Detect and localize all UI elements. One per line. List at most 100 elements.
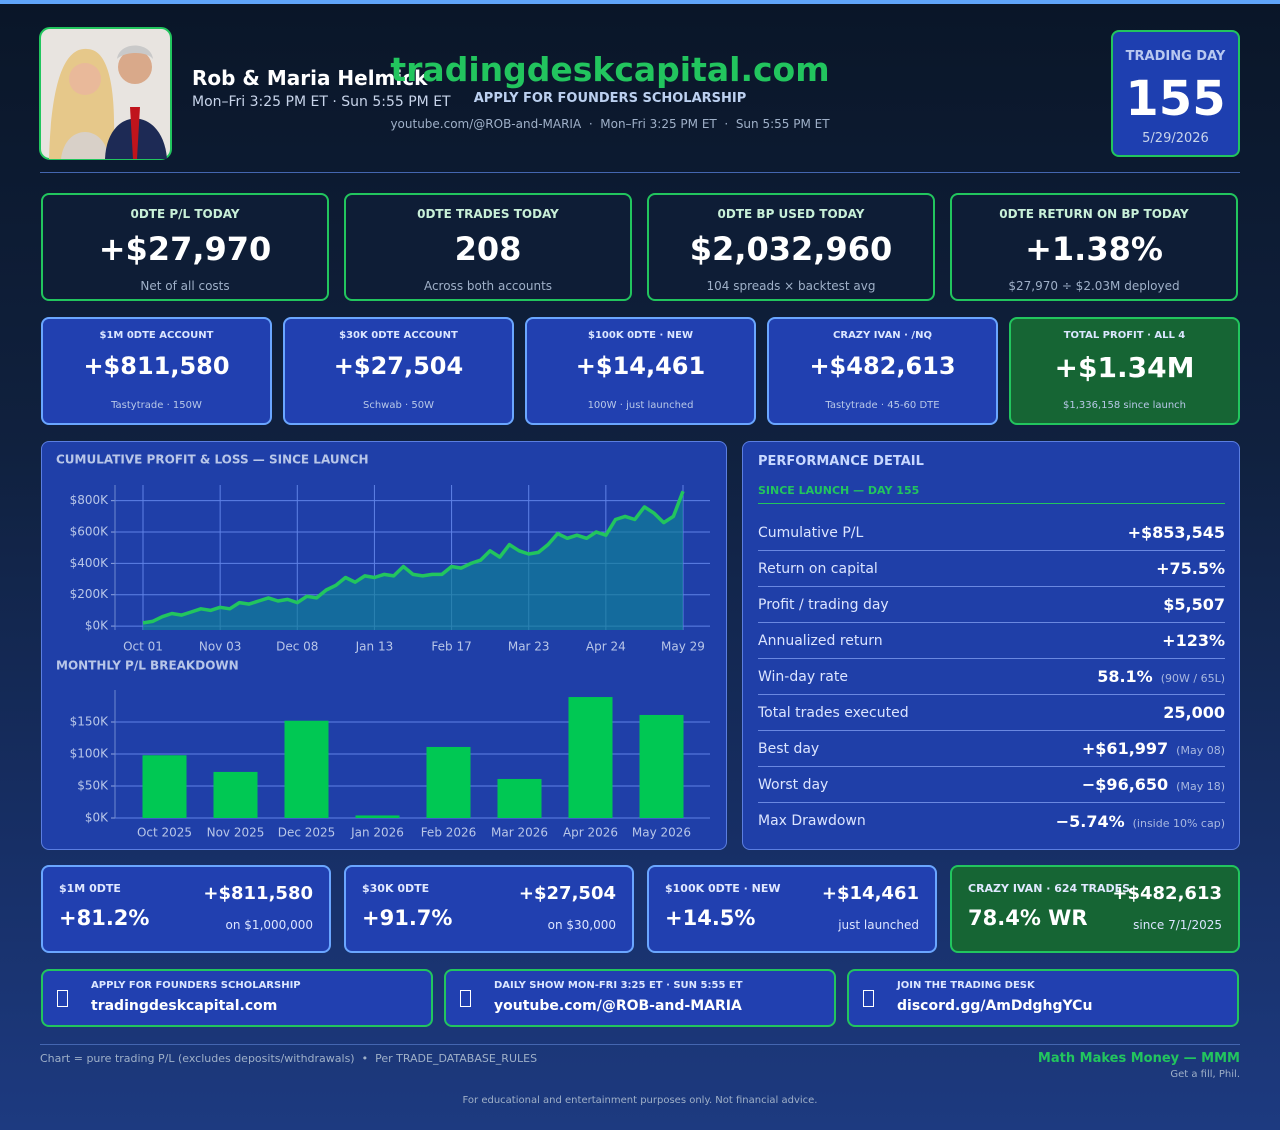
x-tick-label: Nov 03 (199, 640, 242, 654)
performance-row: Best day +$61,997 (May 08) (758, 731, 1225, 767)
account-label: $100K 0DTE · NEW (588, 330, 693, 341)
link-label: APPLY FOR FOUNDERS SCHOLARSHIP (91, 980, 301, 991)
summary-label: $1M 0DTE (59, 882, 121, 895)
kpi-value: +1.38% (1025, 230, 1163, 268)
area (143, 491, 683, 630)
kpi-note: 104 spreads × backtest avg (706, 279, 876, 293)
link-icon (863, 990, 874, 1007)
kpi-card: 0DTE P/L TODAY +$27,970 Net of all costs (41, 193, 329, 301)
site[interactable]: tradingdeskcapital.com (390, 50, 830, 89)
account-note: 100W · just launched (587, 400, 694, 411)
performance-subtitle: SINCE LAUNCH — DAY 155 (758, 484, 920, 497)
tagline: Get a fill, Phil. (1170, 1069, 1240, 1080)
brand: Math Makes Money — MMM (1037, 1051, 1240, 1066)
link-label: JOIN THE TRADING DESK (897, 980, 1035, 991)
row-right: +123% (1162, 631, 1225, 650)
row-label: Best day (758, 740, 820, 757)
top-bar (0, 0, 1280, 4)
account-card: CRAZY IVAN · /NQ +$482,613 Tastytrade · 45… (767, 317, 998, 425)
y-tick-label: $600K (70, 525, 110, 539)
kpi-card: 0DTE RETURN ON BP TODAY +1.38% $27,970 ÷ $… (950, 193, 1238, 301)
kpi-label: 0DTE P/L TODAY (130, 207, 240, 221)
summary-pct: +91.7% (362, 906, 453, 930)
x-tick-label: May 29 (661, 640, 705, 654)
x-tick-label: May 2026 (632, 826, 691, 840)
row-value: +75.5% (1156, 559, 1225, 578)
y-tick-label: $400K (70, 556, 110, 570)
performance-row: Profit / trading day $5,507 (758, 587, 1225, 623)
account-card: $100K 0DTE · NEW +$14,461 100W · just laun… (525, 317, 756, 425)
row-right: +$61,997 (May 08) (1082, 739, 1225, 758)
kpi-note: Net of all costs (140, 279, 230, 293)
kpi-card: 0DTE BP USED TODAY $2,032,960 104 spreads … (647, 193, 935, 301)
header-links: youtube.com/@ROB-and-MARIA · Mon–Fri 3:2… (390, 117, 830, 131)
link-card[interactable]: JOIN THE TRADING DESK discord.gg/AmDdghgY… (847, 969, 1239, 1027)
x-tick-label: Feb 2026 (421, 826, 477, 840)
y-tick-label: $150K (70, 715, 110, 729)
summary-note: since 7/1/2025 (1133, 918, 1222, 932)
footer-rule (40, 1044, 1240, 1045)
account-label: $30K 0DTE ACCOUNT (339, 330, 458, 341)
row-label: Worst day (758, 776, 829, 793)
summary-note: on $1,000,000 (225, 918, 313, 932)
y-tick-label: $0K (85, 811, 109, 825)
kpi-value: $2,032,960 (689, 230, 893, 268)
bar (142, 755, 187, 818)
kpi-card: 0DTE TRADES TODAY 208 Across both accounts (344, 193, 632, 301)
summary-pct: +14.5% (665, 906, 756, 930)
y-tick-label: $0K (85, 619, 109, 633)
summary-card: $1M 0DTE +$811,580 +81.2% on $1,000,000 (41, 865, 331, 953)
account-value: +$14,461 (575, 352, 706, 380)
trading-day-date: 5/29/2026 (1142, 131, 1209, 146)
cta: APPLY FOR FOUNDERS SCHOLARSHIP (473, 91, 747, 106)
row-note: (May 18) (1176, 780, 1225, 793)
summary-card: $100K 0DTE · NEW +$14,461 +14.5% just launc… (647, 865, 937, 953)
bar (355, 815, 400, 818)
y-tick-label: $50K (77, 779, 109, 793)
x-tick-label: Oct 01 (123, 640, 163, 654)
row-label: Win-day rate (758, 668, 848, 685)
x-tick-label: Jan 13 (355, 640, 394, 654)
account-card: TOTAL PROFIT · ALL 4 +$1.34M $1,336,158 si… (1009, 317, 1240, 425)
performance-row: Cumulative P/L +$853,545 (758, 515, 1225, 551)
performance-row: Max Drawdown −5.74% (inside 10% cap) (758, 803, 1225, 839)
x-tick-label: Dec 2025 (278, 826, 336, 840)
row-value: 58.1% (1097, 667, 1153, 686)
row-label: Return on capital (758, 560, 878, 577)
kpi-label: 0DTE TRADES TODAY (417, 207, 559, 221)
account-value: +$482,613 (809, 352, 956, 380)
link-card[interactable]: DAILY SHOW MON-FRI 3:25 ET · SUN 5:55 ET… (444, 969, 836, 1027)
bar (497, 778, 542, 818)
row-label: Annualized return (758, 632, 883, 649)
performance-row: Win-day rate 58.1% (90W / 65L) (758, 659, 1225, 695)
bar (426, 746, 471, 818)
y-tick-label: $100K (70, 747, 110, 761)
link-value: youtube.com/@ROB-and-MARIA (494, 998, 742, 1014)
row-value: −$96,650 (1081, 775, 1169, 794)
kpi-note: Across both accounts (423, 279, 553, 293)
account-note: Tastytrade · 45-60 DTE (825, 400, 940, 411)
row-label: Max Drawdown (758, 813, 866, 829)
summary-pct: 78.4% WR (968, 906, 1088, 930)
x-tick-label: Jan 2026 (350, 826, 404, 840)
link-card[interactable]: APPLY FOR FOUNDERS SCHOLARSHIP tradingdes… (41, 969, 433, 1027)
row-value: +$853,545 (1127, 523, 1225, 542)
row-right: +$853,545 (1128, 523, 1225, 542)
y-tick-label: $200K (70, 587, 110, 601)
account-card: $30K 0DTE ACCOUNT +$27,504 Schwab · 50W (283, 317, 514, 425)
row-value: 25,000 (1163, 703, 1225, 722)
kpi-value: +$27,970 (98, 230, 272, 268)
trading-day-label: TRADING DAY (1125, 49, 1226, 64)
row-label: Total trades executed (758, 704, 909, 721)
account-note: $1,336,158 since launch (1062, 400, 1186, 411)
summary-value: +$14,461 (821, 883, 919, 904)
account-card: $1M 0DTE ACCOUNT +$811,580 Tastytrade · 15… (41, 317, 272, 425)
bar (568, 697, 613, 818)
bar (213, 771, 258, 818)
account-value: +$1.34M (1054, 351, 1195, 384)
account-note: Schwab · 50W (363, 400, 434, 411)
footer-note: Chart = pure trading P/L (excludes depos… (40, 1052, 538, 1065)
x-tick-label: Mar 2026 (491, 826, 548, 840)
divider (40, 172, 1240, 173)
